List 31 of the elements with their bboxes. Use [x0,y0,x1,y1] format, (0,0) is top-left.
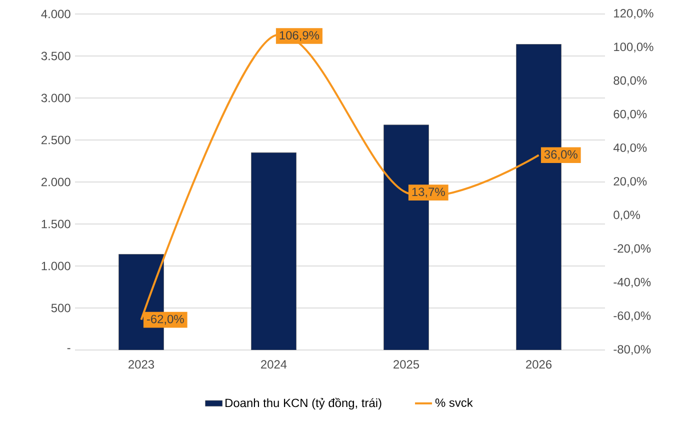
y-tick-label: 1.500 [42,220,70,228]
y-tick-label: 4.000 [41,10,70,18]
data-label: 13,7% [412,188,445,198]
data-label: 106,9% [280,31,320,41]
y2-tick-label: 60,0% [614,110,647,120]
y-tick-label: - [67,348,70,350]
y2-tick-label: 100,0% [614,42,654,53]
y-tick-label: 2.500 [41,136,70,144]
x-tick-label: 2023 [128,360,154,369]
legend-label: % svck [435,398,473,407]
y2-tick-label: -60,0% [614,311,651,322]
y-tick-label: 1.000 [42,262,70,270]
y-tick-label: 3.000 [41,94,70,102]
bar [251,152,296,350]
y2-tick-label: -80,0% [614,345,651,355]
y-tick-label: 500 [51,304,70,312]
y2-tick-label: 40,0% [613,143,647,154]
y2-tick-label: 80,0% [614,76,647,86]
data-label: -62,0% [146,314,184,325]
y-tick-label: 3.500 [41,52,70,60]
y-tick-label: 2.000 [41,178,70,186]
data-label: 36,0% [544,150,578,160]
legend-label: Doanh thu KCN (tỷ đồng, trái) [226,398,382,410]
x-tick-label: 2024 [261,360,287,369]
y2-tick-label: 120,0% [614,9,654,19]
x-tick-label: 2026 [526,360,552,369]
y2-tick-label: -20,0% [614,244,651,254]
y2-tick-label: 0,0% [614,210,640,221]
x-tick-label: 2025 [394,360,420,369]
y2-tick-label: 20,0% [614,177,647,187]
y2-tick-label: -40,0% [614,278,651,288]
